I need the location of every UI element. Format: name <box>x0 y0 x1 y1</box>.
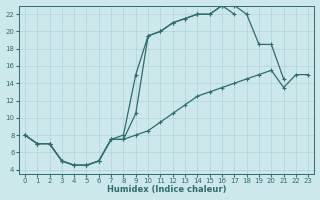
X-axis label: Humidex (Indice chaleur): Humidex (Indice chaleur) <box>107 185 226 194</box>
